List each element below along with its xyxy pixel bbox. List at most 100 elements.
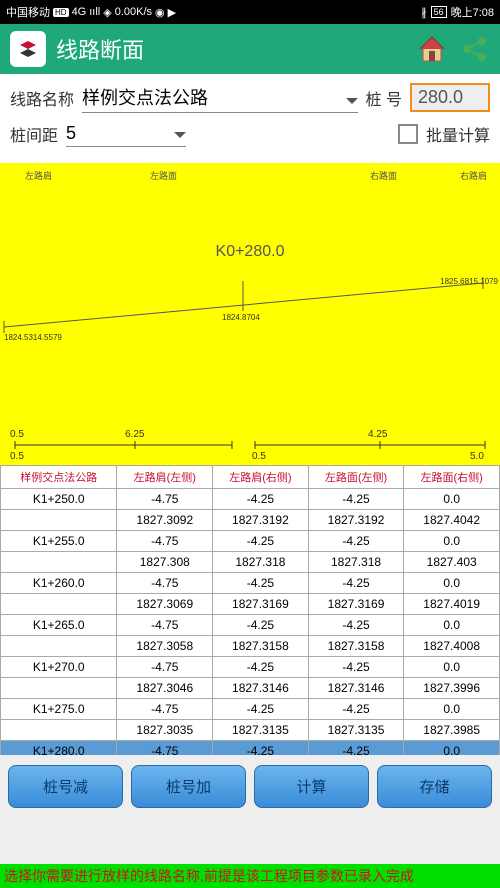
spacing-dropdown[interactable]: 5 [66, 121, 186, 147]
table-cell: 0.0 [404, 531, 500, 552]
status-message: 选择你需要进行放样的线路名称,前提是该工程项目参数已录入完成 [0, 864, 500, 888]
calculate-button[interactable]: 计算 [254, 765, 369, 808]
right-value: 1825.6815.1079 [440, 277, 498, 286]
left-value: 1824.5314.5579 [4, 333, 62, 342]
table-cell: -4.25 [308, 699, 404, 720]
hd-icon: HD [53, 8, 69, 17]
table-cell: -4.25 [213, 531, 309, 552]
route-label: 线路名称 [10, 86, 74, 110]
table-row[interactable]: K1+255.0-4.75-4.25-4.250.0 [1, 531, 500, 552]
spacing-label: 桩间距 [10, 122, 58, 146]
axis-tick: 0.5 [10, 429, 24, 440]
table-cell: K1+280.0 [1, 741, 117, 756]
table-row[interactable]: K1+275.0-4.75-4.25-4.250.0 [1, 699, 500, 720]
table-cell [1, 552, 117, 573]
table-header: 样例交点法公路 [1, 466, 117, 489]
table-cell: 1827.308 [117, 552, 213, 573]
table-cell [1, 678, 117, 699]
telegram-icon: ◉ [155, 6, 165, 19]
table-cell: -4.25 [308, 657, 404, 678]
table-cell: 0.0 [404, 741, 500, 756]
table-header: 左路面(右侧) [404, 466, 500, 489]
table-cell: -4.25 [213, 657, 309, 678]
table-row[interactable]: 1827.30921827.31921827.31921827.4042 [1, 510, 500, 531]
table-cell: 1827.3158 [308, 636, 404, 657]
table-cell: -4.25 [213, 615, 309, 636]
table-cell: -4.25 [213, 699, 309, 720]
table-row[interactable]: 1827.3081827.3181827.3181827.403 [1, 552, 500, 573]
wifi-icon: ◈ [103, 6, 111, 19]
app-icon[interactable] [10, 31, 46, 67]
table-cell: 1827.3092 [117, 510, 213, 531]
table-cell: 1827.3135 [213, 720, 309, 741]
table-cell: -4.75 [117, 573, 213, 594]
table-row[interactable]: 1827.30351827.31351827.31351827.3985 [1, 720, 500, 741]
save-button[interactable]: 存储 [377, 765, 492, 808]
batch-label: 批量计算 [426, 122, 490, 146]
table-cell: -4.75 [117, 699, 213, 720]
cross-section-chart: 左路肩 左路面 右路面 右路肩 K0+280.0 1824.8704 1824.… [0, 163, 500, 465]
table-cell: 0.0 [404, 699, 500, 720]
signal-icon: ııll [89, 6, 100, 18]
axis-tick: 0.5 [10, 451, 24, 462]
stake-minus-button[interactable]: 桩号减 [8, 765, 123, 808]
stake-plus-button[interactable]: 桩号加 [131, 765, 246, 808]
share-icon[interactable] [460, 34, 490, 64]
table-cell: 1827.3169 [213, 594, 309, 615]
table-cell: -4.25 [308, 531, 404, 552]
table-cell: -4.25 [213, 573, 309, 594]
table-cell: 1827.3058 [117, 636, 213, 657]
center-value: 1824.8704 [222, 313, 260, 322]
table-row[interactable]: 1827.30581827.31581827.31581827.4008 [1, 636, 500, 657]
table-cell [1, 636, 117, 657]
table-cell: K1+270.0 [1, 657, 117, 678]
bluetooth-icon: ∦ [421, 6, 427, 19]
table-cell: -4.25 [308, 573, 404, 594]
table-cell [1, 510, 117, 531]
button-row: 桩号减 桩号加 计算 存储 [0, 755, 500, 818]
table-row[interactable]: K1+280.0-4.75-4.25-4.250.0 [1, 741, 500, 756]
table-cell: -4.25 [213, 489, 309, 510]
table-cell: 1827.3069 [117, 594, 213, 615]
table-header: 左路肩(左侧) [117, 466, 213, 489]
table-cell: 0.0 [404, 657, 500, 678]
status-bar: 中国移动 HD 4G ııll ◈ 0.00K/s ◉ ▶ ∦ 56 晚上7:0… [0, 0, 500, 24]
table-cell: 1827.4019 [404, 594, 500, 615]
table-cell: 1827.403 [404, 552, 500, 573]
table-cell: K1+250.0 [1, 489, 117, 510]
table-cell: 1827.318 [213, 552, 309, 573]
net-icon: 4G [72, 6, 87, 18]
clock: 晚上7:08 [451, 4, 494, 20]
table-cell: 1827.4008 [404, 636, 500, 657]
table-cell: -4.75 [117, 657, 213, 678]
app-bar: 线路断面 [0, 24, 500, 74]
axis-tick: 4.25 [368, 429, 387, 440]
table-row[interactable]: K1+265.0-4.75-4.25-4.250.0 [1, 615, 500, 636]
axis-tick: 6.25 [125, 429, 144, 440]
table-cell: K1+255.0 [1, 531, 117, 552]
table-row[interactable]: K1+270.0-4.75-4.25-4.250.0 [1, 657, 500, 678]
page-title: 线路断面 [56, 33, 404, 65]
table-cell: 1827.3985 [404, 720, 500, 741]
table-cell: 1827.3135 [308, 720, 404, 741]
table-row[interactable]: 1827.30691827.31691827.31691827.4019 [1, 594, 500, 615]
route-dropdown[interactable]: 样例交点法公路 [82, 82, 358, 113]
table-row[interactable]: 1827.30461827.31461827.31461827.3996 [1, 678, 500, 699]
table-cell: -4.25 [308, 615, 404, 636]
battery-icon: 56 [431, 6, 447, 18]
speed: 0.00K/s [115, 6, 152, 18]
table-cell: 0.0 [404, 489, 500, 510]
table-cell: 1827.3996 [404, 678, 500, 699]
table-header: 左路面(左侧) [308, 466, 404, 489]
table-cell: 1827.3146 [308, 678, 404, 699]
stake-input[interactable] [410, 83, 490, 112]
table-cell: 1827.3192 [213, 510, 309, 531]
table-row[interactable]: K1+260.0-4.75-4.25-4.250.0 [1, 573, 500, 594]
batch-checkbox[interactable] [398, 124, 418, 144]
table-row[interactable]: K1+250.0-4.75-4.25-4.250.0 [1, 489, 500, 510]
home-icon[interactable] [414, 31, 450, 67]
table-header: 左路肩(右侧) [213, 466, 309, 489]
table-cell: -4.25 [213, 741, 309, 756]
table-cell: 1827.3158 [213, 636, 309, 657]
table-cell [1, 720, 117, 741]
